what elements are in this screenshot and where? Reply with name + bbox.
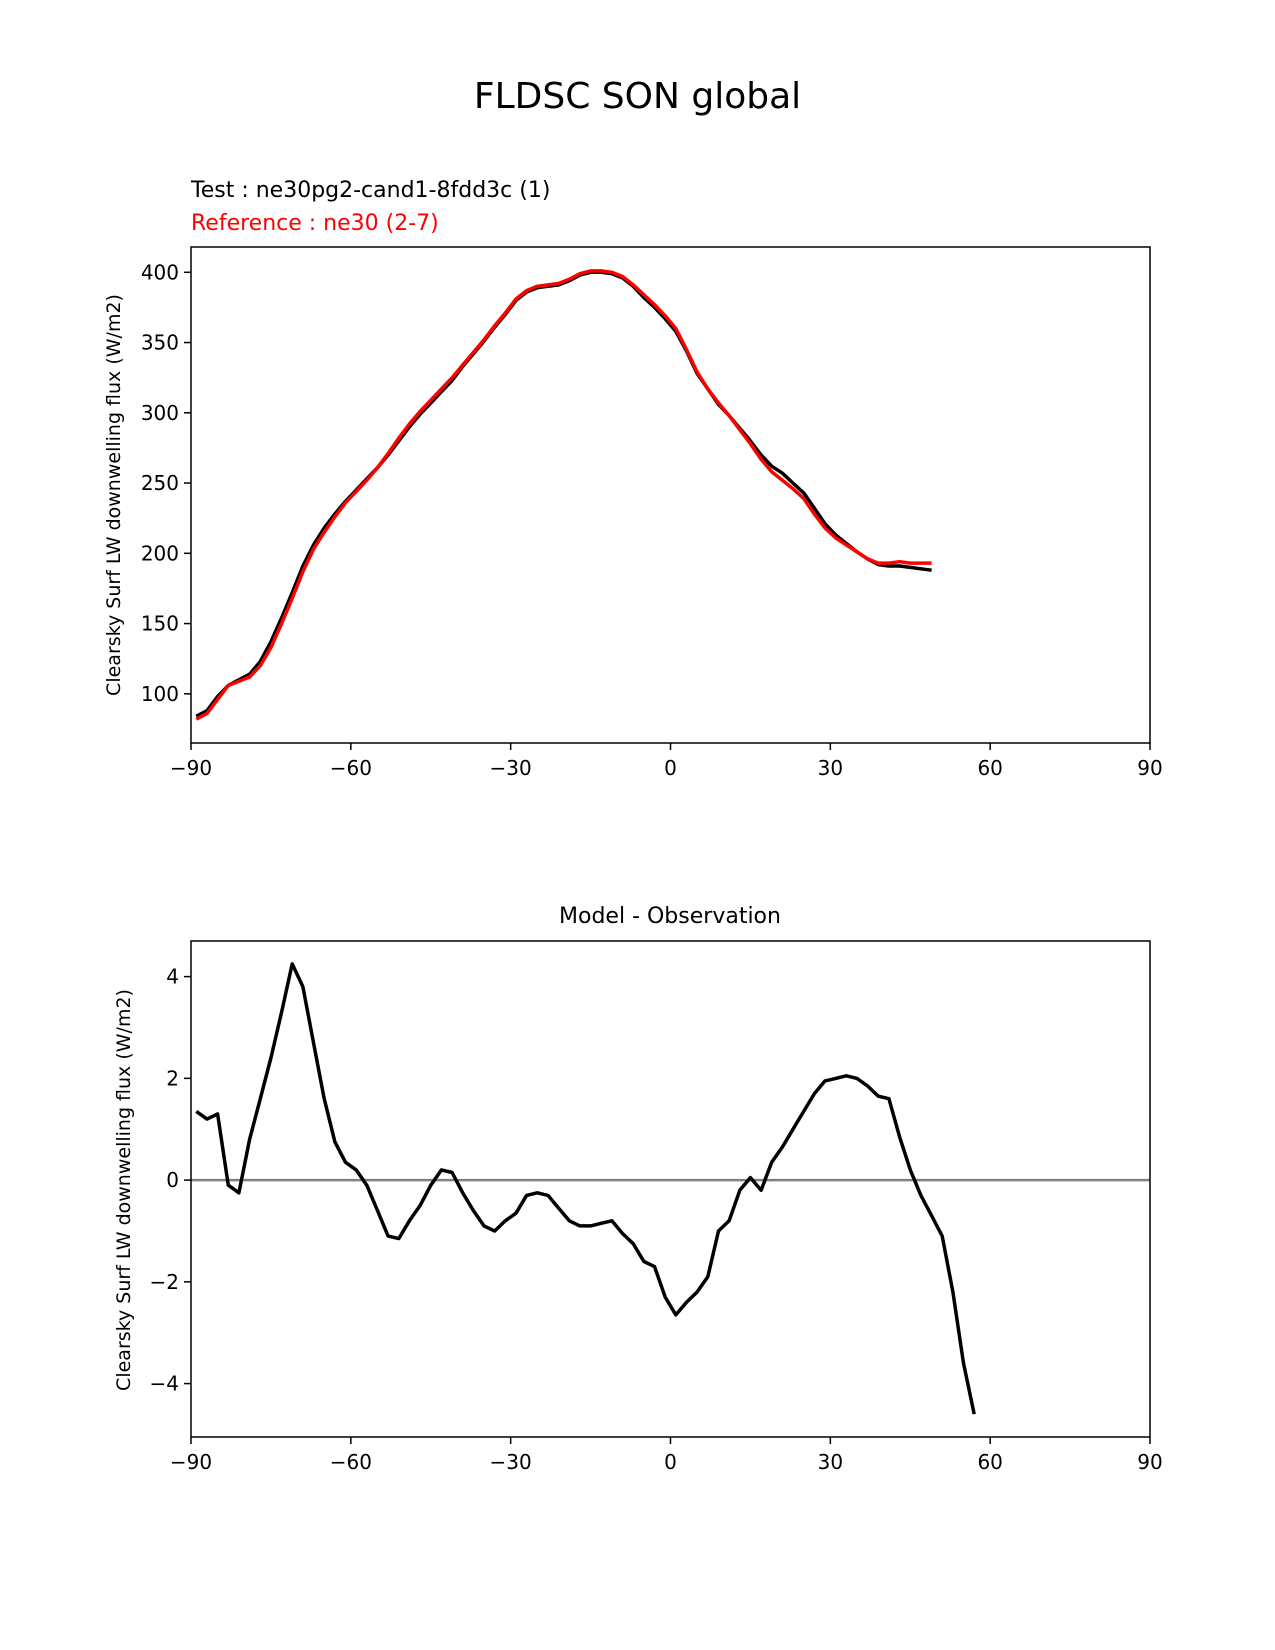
top-y-tick-label: 150: [141, 612, 179, 636]
bottom-x-tick-label: −30: [490, 1450, 532, 1474]
bottom-y-tick-label: 2: [166, 1066, 179, 1090]
legend-test-label: Test : ne30pg2-cand1-8fdd3c (1): [190, 178, 550, 203]
bottom-y-axis-label: Clearsky Surf LW downwelling flux (W/m2): [113, 989, 135, 1391]
top-plot-area: −90 −60 −30 0 30 60 90 100 150 200 250 300 350 400: [141, 246, 1163, 780]
top-y-tick-label: 200: [141, 541, 179, 565]
top-x-tick-label: 60: [977, 756, 1002, 780]
bottom-x-tick-label: 90: [1137, 1450, 1162, 1474]
bottom-y-tick-label: −4: [150, 1372, 179, 1396]
top-series-line-0: [195, 270, 932, 718]
bottom-panel: Model - Observation −90 −60 −30 0 30 60 90 −4 −2…: [113, 904, 1163, 1474]
bottom-x-tick-label: −60: [330, 1450, 372, 1474]
top-y-axis-label: Clearsky Surf LW downwelling flux (W/m2): [103, 294, 125, 696]
top-series-line-1: [195, 269, 932, 721]
bottom-x-tick-label: 30: [818, 1450, 843, 1474]
bottom-y-tick-label: 0: [166, 1168, 179, 1192]
bottom-plot-area: −90 −60 −30 0 30 60 90 −4 −2 0 2 4: [150, 940, 1163, 1474]
top-y-tick-label: 300: [141, 401, 179, 425]
bottom-panel-title: Model - Observation: [559, 904, 781, 929]
figure-title: FLDSC SON global: [474, 76, 801, 117]
bottom-y-tick-label: −2: [150, 1270, 179, 1294]
top-x-tick-label: −90: [170, 756, 212, 780]
top-x-tick-label: 30: [818, 756, 843, 780]
bottom-x-tick-label: 60: [977, 1450, 1002, 1474]
bottom-x-tick-label: −90: [170, 1450, 212, 1474]
top-y-tick-label: 400: [141, 260, 179, 284]
top-y-tick-label: 350: [141, 331, 179, 355]
bottom-axes-frame: [190, 940, 1151, 1438]
bottom-series-line-0: [195, 962, 976, 1415]
bottom-y-tick-label: 4: [166, 965, 179, 989]
top-x-tick-label: −30: [490, 756, 532, 780]
top-x-tick-label: −60: [330, 756, 372, 780]
top-x-tick-label: 90: [1137, 756, 1162, 780]
top-y-tick-label: 100: [141, 682, 179, 706]
top-panel: Test : ne30pg2-cand1-8fdd3c (1) Referenc…: [103, 178, 1163, 780]
legend-reference-label: Reference : ne30 (2-7): [191, 211, 439, 236]
top-x-tick-label: 0: [664, 756, 677, 780]
bottom-x-tick-label: 0: [664, 1450, 677, 1474]
top-y-tick-label: 250: [141, 471, 179, 495]
